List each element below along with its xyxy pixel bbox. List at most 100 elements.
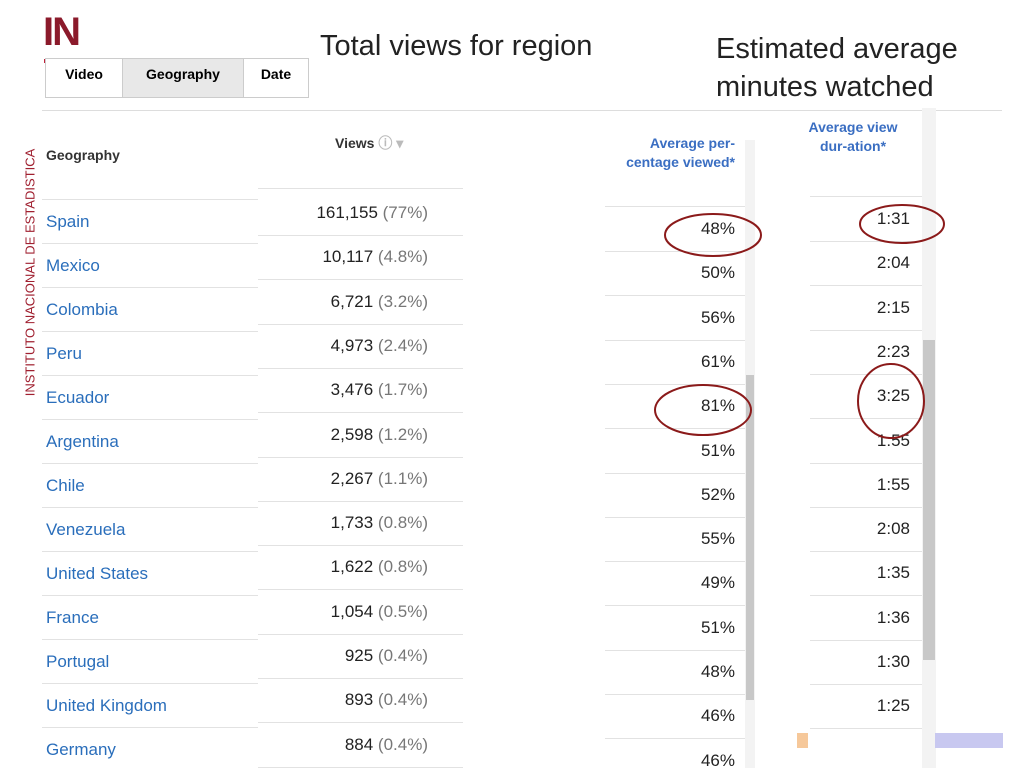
views-count: 2,267 (330, 468, 374, 488)
duration-cell: 2:08 (876, 519, 910, 539)
row-line (258, 235, 463, 236)
column-header: Geography (46, 147, 120, 163)
row-line (258, 188, 463, 189)
row-line (42, 287, 258, 288)
views-cell: 2,598 (1.2%) (258, 425, 428, 445)
country-link[interactable]: Colombia (46, 300, 118, 319)
country-link[interactable]: Germany (46, 740, 116, 759)
row-line (810, 595, 922, 597)
percent-cell: 46% (700, 706, 735, 726)
views-count: 893 (344, 690, 374, 710)
views-cell: 10,117 (4.8%) (258, 247, 428, 267)
row-line (810, 684, 922, 685)
row-line (258, 279, 463, 281)
country-link[interactable]: Mexico (46, 256, 100, 275)
tab[interactable]: Date (244, 59, 308, 97)
row-line (258, 456, 463, 458)
tab[interactable]: Video (46, 59, 123, 97)
row-line (605, 383, 745, 385)
highlight-circle (654, 384, 752, 436)
row-line (605, 339, 745, 341)
views-share: (0.5%) (377, 601, 428, 621)
row-line (605, 516, 745, 518)
country-link[interactable]: United Kingdom (46, 696, 167, 715)
column-header[interactable]: Views ⓘ ▾ (335, 135, 404, 151)
row-line (605, 295, 745, 297)
views-share: (2.4%) (377, 335, 428, 355)
row-line (605, 251, 745, 252)
row-line (810, 329, 922, 331)
row-line (42, 463, 258, 464)
views-share: (0.8%) (377, 557, 428, 577)
row-line (810, 241, 922, 242)
views-count: 1,622 (330, 557, 374, 577)
row-line (42, 595, 258, 596)
row-line (605, 428, 745, 430)
percent-cell: 50% (700, 263, 735, 283)
scroll-thumb[interactable] (923, 340, 935, 660)
row-line (810, 551, 922, 553)
duration-cell: 2:23 (876, 341, 910, 361)
views-count: 925 (344, 646, 374, 665)
row-line (258, 678, 463, 679)
country-link[interactable]: Portugal (46, 652, 110, 671)
row-line (605, 561, 745, 563)
row-line (42, 199, 258, 200)
percent-cell: 46% (700, 750, 735, 768)
country-link[interactable]: Spain (46, 212, 90, 231)
country-link[interactable]: Venezuela (46, 520, 126, 539)
row-line (605, 472, 745, 474)
logo: IN (43, 10, 81, 54)
country-link[interactable]: Argentina (46, 432, 119, 451)
row-line (42, 683, 258, 684)
percent-cell: 51% (700, 617, 735, 637)
views-cell: 2,267 (1.1%) (258, 469, 428, 489)
row-line (258, 766, 463, 768)
highlight-circle (859, 204, 945, 244)
row-line (810, 728, 922, 730)
row-line (42, 419, 258, 420)
circle-group (654, 204, 945, 439)
row-line (258, 500, 463, 502)
views-share: (0.8%) (377, 513, 428, 533)
annotation: Estimated average minutes watched (716, 33, 958, 103)
views-share: (4.8%) (377, 247, 428, 267)
views-share: (1.1%) (377, 468, 428, 488)
row-line (258, 412, 463, 414)
views-share: (3.2%) (377, 291, 428, 311)
views-cell: 4,973 (2.4%) (258, 336, 428, 356)
country-link[interactable]: United States (46, 564, 149, 583)
views-count: 161,155 (316, 203, 378, 222)
row-line (258, 633, 463, 635)
decoration (935, 733, 1003, 748)
duration-cell: 1:25 (876, 696, 910, 716)
header-text: Views (335, 135, 375, 151)
row-line (258, 323, 463, 325)
country-link[interactable]: Ecuador (46, 388, 110, 407)
row-line (42, 551, 258, 552)
views-cell: 925 (0.4%) (258, 646, 428, 666)
percent-cell: 48% (700, 219, 735, 238)
divider (42, 110, 1002, 111)
country-link[interactable]: France (46, 608, 99, 627)
row-line (810, 462, 922, 464)
percent-cell: 56% (700, 307, 735, 327)
row-line (42, 727, 258, 728)
scroll-thumb[interactable] (746, 375, 754, 700)
tab[interactable]: Geography (123, 59, 244, 97)
duration-cell: 2:15 (876, 297, 910, 317)
views-cell: 6,721 (3.2%) (258, 292, 428, 312)
views-cell: 1,733 (0.8%) (258, 513, 428, 533)
duration-cell: 1:30 (876, 652, 910, 671)
duration-cell: 1:31 (876, 209, 910, 228)
duration-cell: 1:35 (876, 563, 910, 583)
views-cell: 893 (0.4%) (258, 690, 428, 710)
views-share: (1.2%) (377, 424, 428, 444)
country-link[interactable]: Chile (46, 476, 85, 495)
country-link[interactable]: Peru (46, 344, 82, 363)
views-cell: 3,476 (1.7%) (258, 380, 428, 400)
row-line (605, 649, 745, 651)
percent-cell: 49% (700, 573, 735, 593)
row-line (258, 722, 463, 724)
views-share: (0.4%) (377, 690, 428, 710)
